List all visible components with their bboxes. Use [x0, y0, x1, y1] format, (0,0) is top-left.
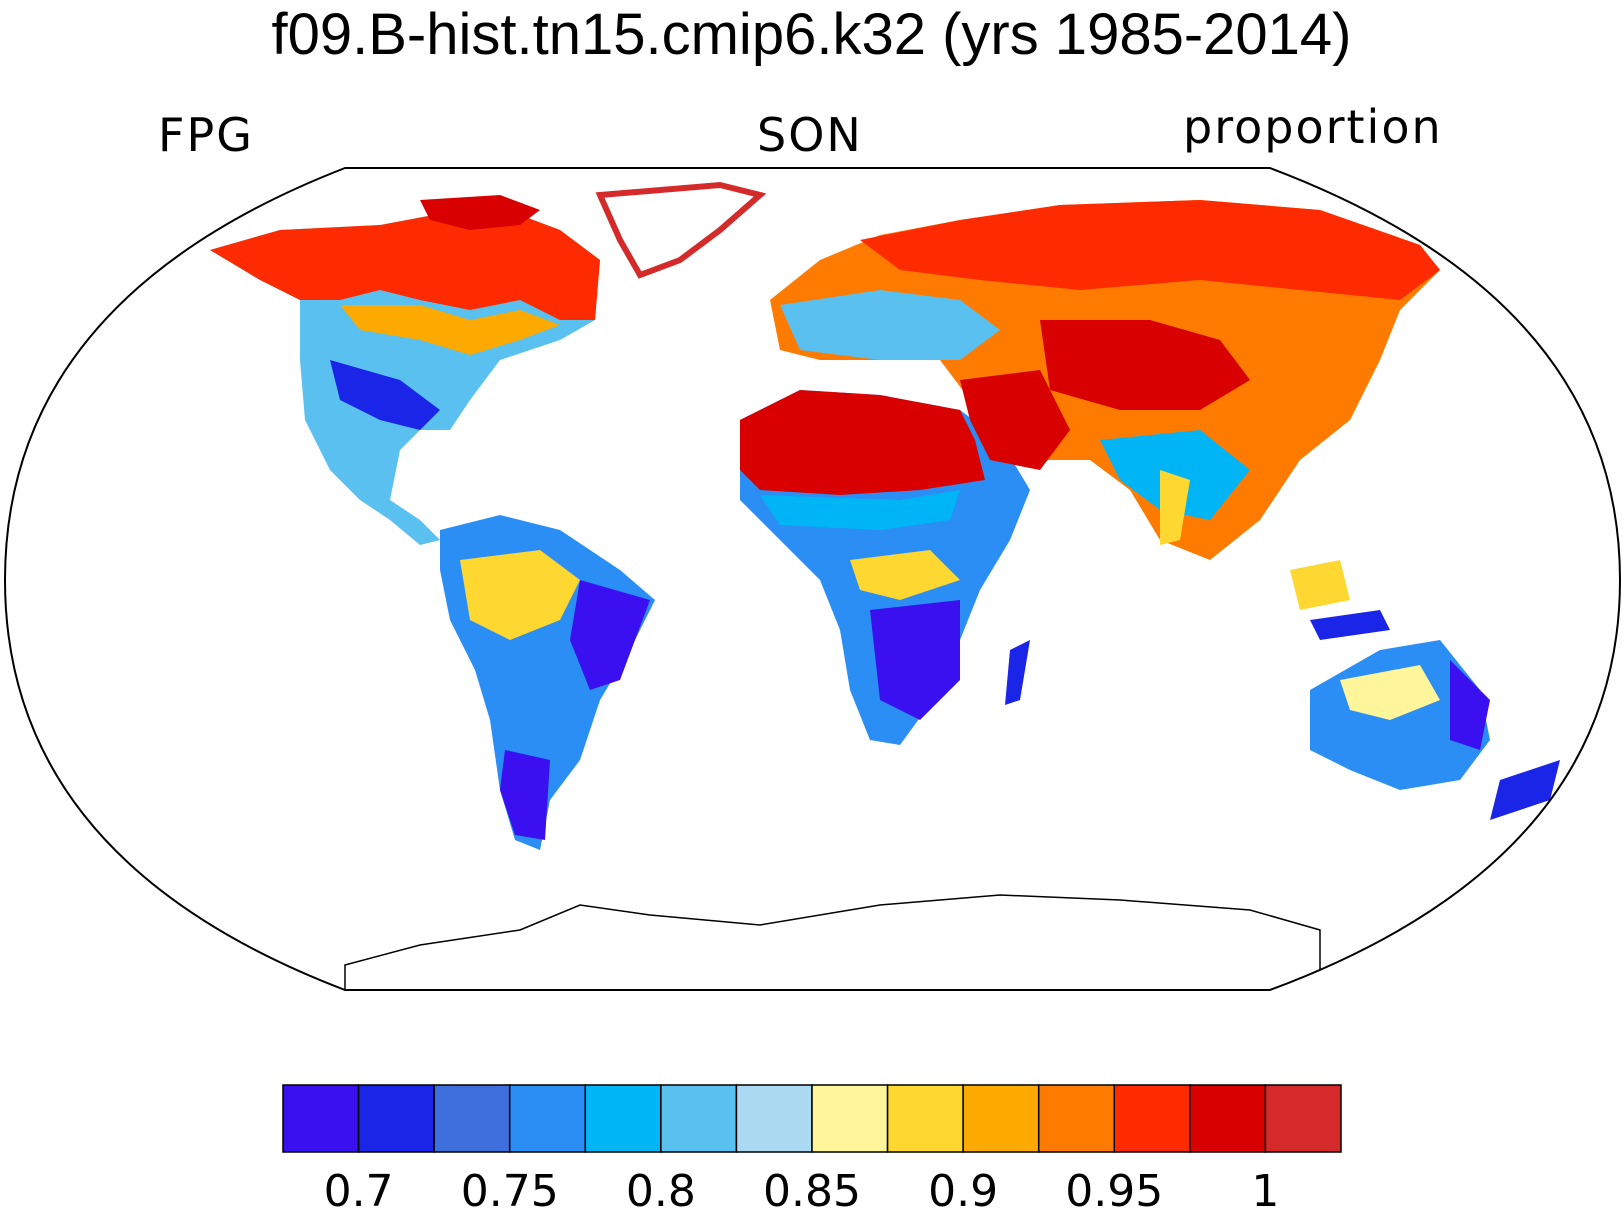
colorbar-swatch — [1113, 1084, 1191, 1153]
colorbar — [282, 1084, 1342, 1153]
colorbar-swatch — [433, 1084, 511, 1153]
colorbar-swatch — [735, 1084, 813, 1153]
map-title: f09.B-hist.tn15.cmip6.k32 (yrs 1985-2014… — [271, 2, 1352, 67]
colorbar-swatch — [357, 1084, 435, 1153]
colorbar-tick-label: 0.85 — [763, 1166, 861, 1217]
colorbar-swatch — [962, 1084, 1040, 1153]
colorbar-swatch — [1264, 1084, 1342, 1153]
colorbar-swatch — [660, 1084, 738, 1153]
colorbar-tick-label: 0.95 — [1065, 1166, 1164, 1217]
colorbar-tick-label: 0.7 — [323, 1166, 394, 1217]
colorbar-swatch — [1037, 1084, 1116, 1153]
colorbar-tick-label: 0.75 — [460, 1166, 559, 1217]
land-fill — [210, 181, 1560, 990]
maritime-continent — [1290, 560, 1350, 610]
colorbar-tick-label: 1 — [1251, 1166, 1280, 1217]
map-border — [3, 167, 1622, 991]
colorbar-swatch — [508, 1084, 587, 1153]
colorbar-swatch — [886, 1084, 964, 1153]
variable-label: FPG — [158, 108, 254, 162]
colorbar-swatch — [811, 1084, 889, 1153]
greenland — [595, 181, 767, 279]
colorbar-tick-label: 0.9 — [928, 1166, 999, 1217]
antarctica — [344, 894, 1321, 990]
colorbar-swatch — [584, 1084, 662, 1153]
colorbar-swatch — [282, 1084, 360, 1153]
colorbar-tick-label: 0.8 — [625, 1166, 696, 1217]
season-label: SON — [757, 108, 863, 162]
colorbar-swatch — [1189, 1084, 1267, 1153]
units-label: proportion — [1183, 100, 1443, 154]
